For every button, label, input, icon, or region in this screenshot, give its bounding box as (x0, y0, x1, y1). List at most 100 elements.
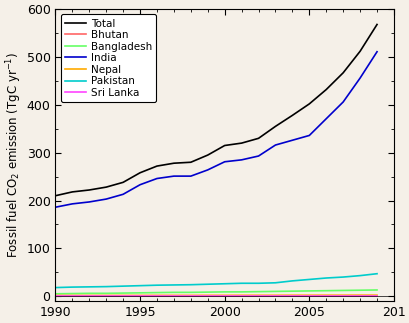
Nepal (103, 294, 108, 297)
Total (222, 143, 227, 147)
Pakistan (154, 283, 159, 287)
India (374, 50, 379, 54)
Pakistan (120, 284, 125, 288)
Pakistan (289, 279, 294, 283)
Sri Lanka (137, 294, 142, 298)
Bangladesh (70, 292, 74, 296)
India (171, 174, 176, 178)
Bhutan (256, 294, 261, 298)
India (323, 117, 328, 121)
Bangladesh (87, 291, 92, 295)
Bhutan (340, 294, 345, 298)
Nepal (340, 293, 345, 297)
Sri Lanka (272, 294, 277, 298)
Bangladesh (222, 290, 227, 294)
Bangladesh (137, 291, 142, 295)
Bhutan (357, 294, 362, 298)
Sri Lanka (256, 294, 261, 298)
Pakistan (357, 274, 362, 277)
Nepal (188, 293, 193, 297)
Nepal (171, 293, 176, 297)
Nepal (222, 293, 227, 297)
Bangladesh (53, 292, 58, 296)
Pakistan (238, 281, 243, 285)
Nepal (272, 293, 277, 297)
Sri Lanka (188, 294, 193, 298)
India (222, 160, 227, 164)
Bhutan (120, 294, 125, 298)
Bhutan (289, 294, 294, 298)
Sri Lanka (222, 294, 227, 298)
Pakistan (272, 281, 277, 285)
Nepal (70, 294, 74, 297)
Total (137, 171, 142, 175)
Total (306, 102, 311, 106)
Total (171, 161, 176, 165)
India (70, 202, 74, 206)
Bhutan (205, 294, 210, 298)
Bhutan (171, 294, 176, 298)
Bangladesh (154, 291, 159, 295)
Pakistan (256, 281, 261, 285)
India (87, 200, 92, 204)
Bangladesh (256, 290, 261, 294)
Bhutan (222, 294, 227, 298)
Line: Nepal: Nepal (55, 295, 376, 296)
Total (205, 153, 210, 157)
Nepal (323, 293, 328, 297)
Pakistan (340, 275, 345, 279)
Bangladesh (120, 291, 125, 295)
Bhutan (238, 294, 243, 298)
Bhutan (53, 294, 58, 298)
Pakistan (205, 282, 210, 286)
India (340, 100, 345, 104)
Sri Lanka (205, 294, 210, 298)
Nepal (53, 294, 58, 297)
Total (238, 141, 243, 145)
Total (289, 113, 294, 117)
Nepal (154, 293, 159, 297)
Sri Lanka (171, 294, 176, 298)
Total (70, 190, 74, 194)
Sri Lanka (154, 294, 159, 298)
Total (357, 49, 362, 53)
Nepal (256, 293, 261, 297)
Total (272, 124, 277, 128)
Sri Lanka (70, 294, 74, 298)
Bangladesh (357, 288, 362, 292)
Total (256, 136, 261, 140)
India (289, 138, 294, 142)
Sri Lanka (323, 294, 328, 298)
Line: India: India (55, 52, 376, 207)
Total (53, 194, 58, 198)
India (188, 174, 193, 178)
Bangladesh (289, 289, 294, 293)
Sri Lanka (357, 294, 362, 298)
Bangladesh (205, 290, 210, 294)
Bangladesh (340, 288, 345, 292)
India (238, 158, 243, 162)
Nepal (357, 293, 362, 297)
Sri Lanka (374, 294, 379, 298)
Legend: Total, Bhutan, Bangladesh, India, Nepal, Pakistan, Sri Lanka: Total, Bhutan, Bangladesh, India, Nepal,… (61, 15, 156, 102)
Total (188, 160, 193, 164)
Pakistan (53, 286, 58, 289)
Pakistan (87, 285, 92, 289)
Sri Lanka (87, 294, 92, 298)
Bhutan (272, 294, 277, 298)
Total (154, 164, 159, 168)
Bangladesh (374, 288, 379, 292)
Bangladesh (323, 289, 328, 293)
Pakistan (171, 283, 176, 287)
Nepal (306, 293, 311, 297)
Pakistan (137, 284, 142, 287)
India (306, 133, 311, 137)
Sri Lanka (238, 294, 243, 298)
Sri Lanka (103, 294, 108, 298)
Bhutan (137, 294, 142, 298)
Sri Lanka (306, 294, 311, 298)
Nepal (238, 293, 243, 297)
Bangladesh (306, 289, 311, 293)
Line: Bangladesh: Bangladesh (55, 290, 376, 294)
Nepal (374, 293, 379, 297)
